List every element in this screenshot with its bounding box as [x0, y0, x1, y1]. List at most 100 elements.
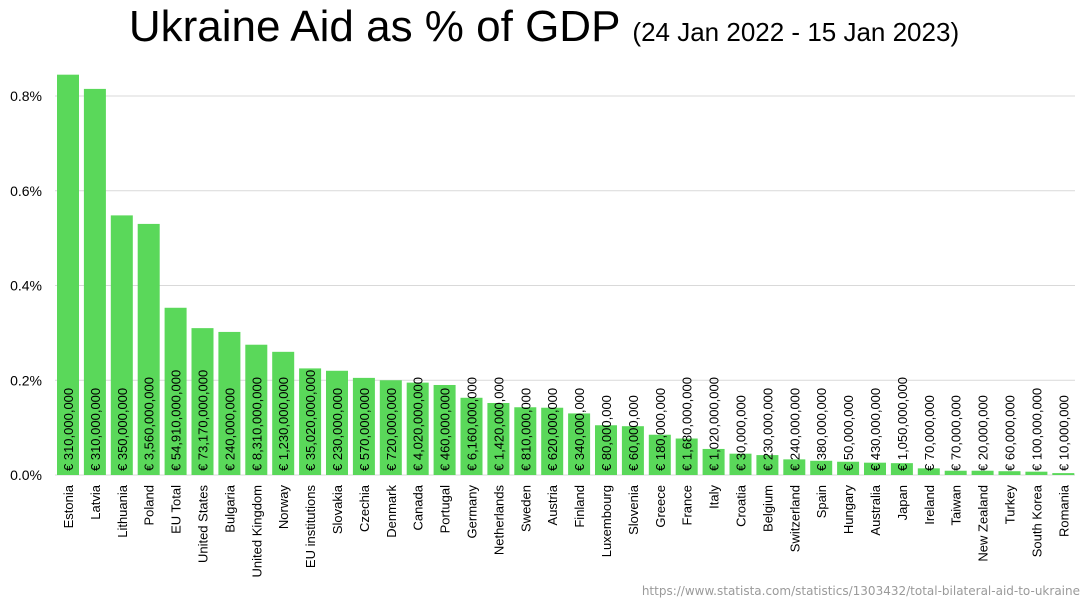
x-tick-label: Australia — [868, 484, 883, 535]
chart-subtitle: (24 Jan 2022 - 15 Jan 2023) — [632, 17, 960, 47]
bar-value-label: € 8,310,000,000 — [249, 377, 264, 471]
x-tick-label: Italy — [707, 485, 722, 509]
x-tick-label: Poland — [142, 485, 157, 525]
bar — [191, 328, 214, 475]
bar-value-label: € 1,680,000,000 — [680, 377, 695, 471]
x-tick-label: Turkey — [1003, 485, 1018, 525]
bar-value-label: € 70,000,000 — [922, 395, 937, 471]
x-tick-label: United Kingdom — [249, 485, 264, 578]
bar-value-label: € 20,000,000 — [976, 395, 991, 471]
x-tick-label: EU institutions — [303, 485, 318, 569]
bar — [944, 470, 967, 475]
x-tick-label: Austria — [545, 484, 560, 525]
bar — [756, 455, 779, 475]
bar — [83, 88, 106, 476]
bar-value-label: € 1,230,000,000 — [276, 377, 291, 471]
x-tick-label: Estonia — [61, 484, 76, 528]
bar-value-label: € 810,000,000 — [518, 388, 533, 471]
bar — [110, 215, 133, 475]
bar-value-label: € 1,420,000,000 — [491, 377, 506, 471]
bar-value-label: € 100,000,000 — [1029, 388, 1044, 471]
bar-value-label: € 570,000,000 — [357, 388, 372, 471]
bar-value-label: € 4,020,000,000 — [411, 377, 426, 471]
bar — [406, 382, 429, 475]
bar — [326, 370, 348, 475]
y-tick-label: 0.2% — [10, 372, 42, 388]
x-tick-label: Switzerland — [787, 485, 802, 552]
x-tick-label: Portugal — [438, 485, 453, 534]
bar — [164, 307, 187, 475]
bar — [218, 331, 241, 475]
bar-value-label: € 380,000,000 — [814, 388, 829, 471]
y-axis-tick-labels: 0.0% 0.2% 0.4% 0.6% 0.8% — [10, 88, 42, 483]
x-tick-label: Slovenia — [626, 484, 641, 535]
bar-value-label: € 230,000,000 — [330, 388, 345, 471]
bar-value-label: € 60,000,000 — [1003, 395, 1018, 471]
bar-value-label: € 340,000,000 — [572, 388, 587, 471]
bar — [675, 438, 698, 475]
bar — [729, 453, 752, 475]
bar — [864, 462, 886, 475]
x-tick-label: Ireland — [922, 485, 937, 525]
bar-value-label: € 230,000,000 — [760, 388, 775, 471]
y-tick-label: 0.0% — [10, 467, 42, 483]
x-tick-label: Canada — [411, 484, 426, 530]
x-tick-label: United States — [196, 485, 211, 564]
bar-value-label: € 430,000,000 — [868, 388, 883, 471]
bar — [487, 402, 510, 475]
x-tick-label: Denmark — [384, 485, 399, 538]
x-tick-label: South Korea — [1029, 484, 1044, 557]
source-url: https://www.statista.com/statistics/1303… — [641, 584, 1080, 598]
bar-value-label: € 3,560,000,000 — [142, 377, 157, 471]
chart-title-block: Ukraine Aid as % of GDP (24 Jan 2022 - 15… — [0, 2, 1088, 52]
bar-value-label: € 30,000,000 — [734, 395, 749, 471]
bar-value-label: € 6,160,000,000 — [465, 377, 480, 471]
bar — [810, 460, 833, 475]
y-tick-label: 0.8% — [10, 88, 42, 104]
bar-value-label: € 180,000,000 — [653, 388, 668, 471]
bar — [379, 380, 402, 475]
y-tick-label: 0.4% — [10, 278, 42, 294]
bar-value-label: € 35,020,000,000 — [303, 370, 318, 471]
x-tick-label: EU Total — [169, 485, 184, 534]
bar — [57, 74, 79, 476]
x-tick-label: Finland — [572, 485, 587, 528]
bar — [971, 470, 994, 475]
bar-value-label: € 240,000,000 — [222, 388, 237, 471]
bar — [621, 426, 644, 475]
bar — [272, 351, 295, 475]
x-tick-label: Germany — [465, 485, 480, 539]
x-tick-label: Latvia — [88, 484, 103, 519]
x-tick-label: Slovakia — [330, 484, 345, 534]
bars — [57, 74, 1075, 476]
bar — [137, 223, 160, 475]
bar — [890, 463, 913, 475]
bar — [245, 344, 268, 475]
x-tick-label: Greece — [653, 485, 668, 528]
bar — [299, 368, 322, 475]
x-tick-label: Japan — [895, 485, 910, 520]
bar-value-label: € 73,170,000,000 — [196, 370, 211, 471]
x-tick-label: Spain — [814, 485, 829, 518]
x-tick-label: Sweden — [518, 485, 533, 532]
bar-value-label: € 80,000,000 — [599, 395, 614, 471]
bar — [1052, 473, 1075, 475]
bar — [1025, 471, 1048, 475]
bar-value-label: € 350,000,000 — [115, 388, 130, 471]
bar — [702, 448, 725, 475]
bar-value-label: € 70,000,000 — [949, 395, 964, 471]
bar — [568, 413, 591, 475]
bar — [783, 459, 806, 475]
bar — [433, 384, 456, 475]
bar — [917, 468, 940, 475]
bar — [595, 425, 617, 475]
bar — [541, 407, 564, 475]
bar-value-label: € 10,000,000 — [1056, 395, 1071, 471]
x-tick-label: France — [680, 485, 695, 525]
bar-value-labels: € 310,000,000 € 310,000,000 € 350,000,000 €… — [61, 370, 1071, 471]
bar — [460, 397, 483, 475]
chart-title: Ukraine Aid as % of GDP — [128, 2, 621, 51]
bar-value-label: € 310,000,000 — [61, 388, 76, 471]
x-tick-label: Romania — [1056, 484, 1071, 537]
